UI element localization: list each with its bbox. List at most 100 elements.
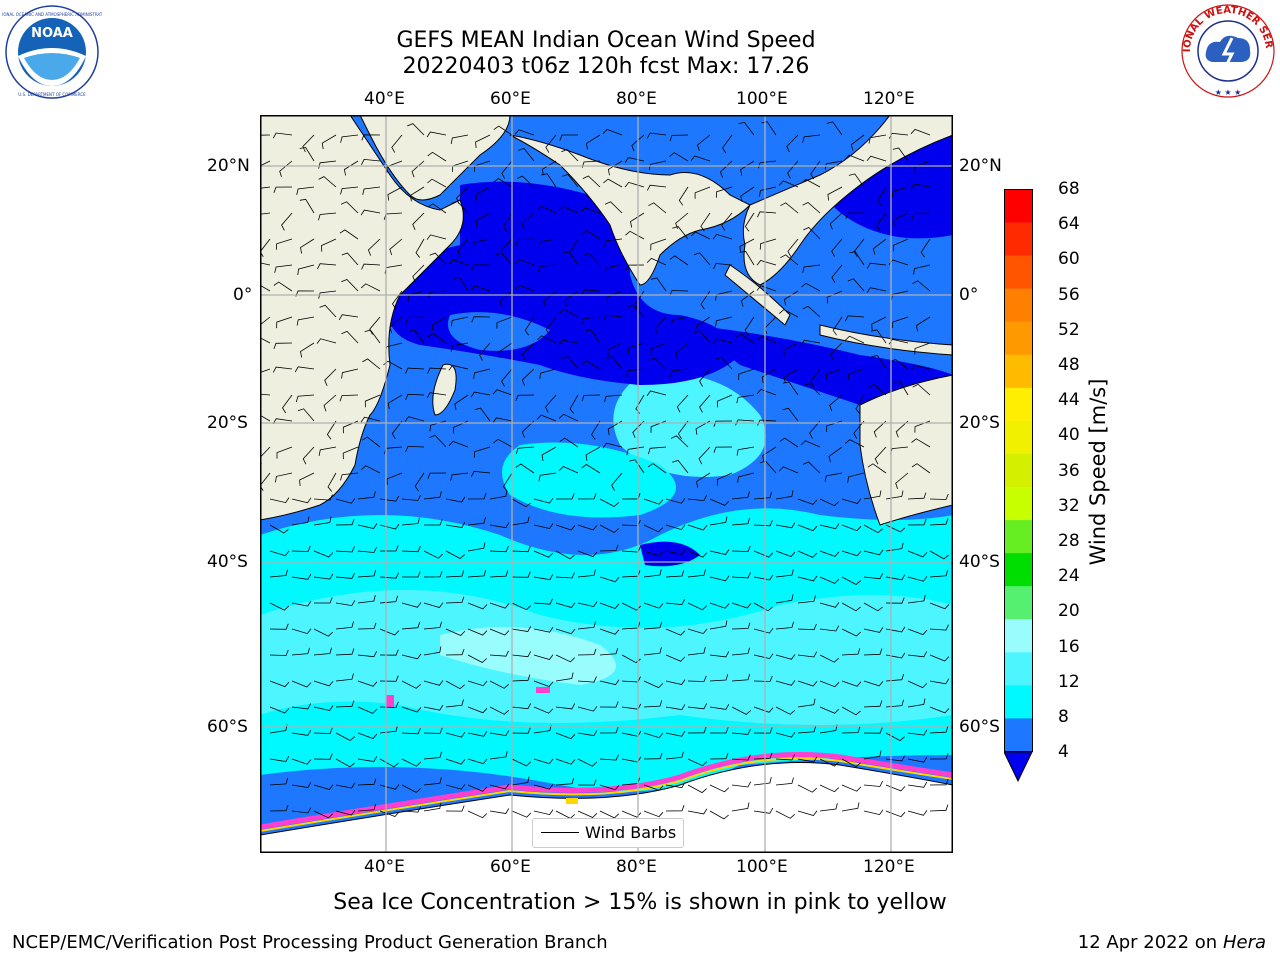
wind-barb: [360, 209, 381, 216]
wind-barb: [475, 212, 491, 227]
wind-barb: [929, 602, 950, 610]
wind-barb: [803, 227, 821, 240]
wind-barb: [910, 128, 931, 136]
wind-barb: [533, 498, 554, 504]
wind-barb: [555, 777, 575, 786]
wind-barb: [603, 178, 623, 188]
wind-barb: [555, 672, 574, 682]
wind-barb: [401, 784, 421, 793]
wind-barb: [643, 569, 662, 578]
wind-barb: [731, 781, 752, 788]
wind-barb: [669, 134, 689, 142]
wind-barb: [427, 290, 447, 298]
wind-barb: [260, 262, 271, 266]
wind-barb: [427, 151, 447, 162]
wind-barb: [665, 782, 686, 789]
wind-barb: [489, 650, 509, 657]
wind-barb: [489, 602, 510, 609]
wind-barb: [409, 186, 425, 202]
wind-barb: [687, 495, 707, 502]
wind-barb: [929, 518, 949, 526]
wind-barb: [321, 134, 337, 150]
wind-barb: [335, 518, 355, 526]
wind-barb: [929, 493, 949, 500]
wind-barb: [515, 394, 535, 402]
wind-barb: [665, 549, 686, 555]
wind-barb: [467, 784, 488, 792]
wind-barb: [604, 238, 623, 247]
colorbar-tick-label: 24: [1058, 566, 1080, 587]
colorbar-title: Wind Speed [m/s]: [1086, 378, 1110, 566]
wind-barb: [841, 524, 862, 532]
wind-barb: [555, 572, 575, 579]
wind-barb: [558, 413, 579, 422]
wind-barb: [649, 160, 667, 171]
wind-barb: [756, 388, 777, 396]
wind-barb: [489, 730, 510, 737]
wind-barb: [731, 706, 751, 715]
wind-barb: [511, 727, 531, 734]
wind-barb: [646, 390, 667, 397]
wind-barb: [753, 520, 773, 527]
wind-barb: [445, 628, 466, 636]
wind-barb: [341, 330, 359, 344]
wind-barb: [607, 342, 623, 357]
wind-barb: [472, 238, 491, 249]
wind-barb: [678, 186, 689, 206]
wind-barb: [533, 523, 554, 529]
colorbar-swatch: [1004, 189, 1033, 223]
wind-barb: [281, 212, 293, 231]
wind-barb: [467, 517, 486, 526]
wind-barb: [569, 394, 579, 414]
wind-barb: [429, 252, 447, 266]
wind-barb: [401, 706, 422, 713]
wind-barb: [401, 494, 421, 501]
wind-barb: [797, 651, 818, 658]
wind-barb: [599, 498, 619, 507]
wind-barb: [740, 290, 755, 307]
wind-barb: [665, 570, 685, 578]
wind-barb: [402, 571, 421, 578]
wind-barb: [357, 547, 377, 553]
wind-barb: [335, 572, 355, 579]
wind-barb: [731, 572, 751, 579]
wind-barb: [787, 160, 799, 179]
wind-barb: [756, 335, 777, 344]
wind-barb: [291, 758, 312, 765]
wind-barb: [275, 472, 293, 483]
wind-barb: [577, 524, 598, 531]
wind-barb: [841, 498, 862, 504]
wind-barb: [273, 186, 293, 193]
wind-barb: [361, 465, 381, 474]
wind-barb: [844, 154, 865, 162]
wind-barb: [819, 625, 840, 632]
wind-barb: [357, 651, 378, 658]
colorbar-swatch: [1004, 222, 1033, 256]
wind-barb: [391, 420, 403, 440]
wind-barb: [357, 491, 376, 500]
wind-barb: [709, 752, 729, 760]
wind-barb: [291, 703, 312, 710]
lon-tick-top-40e: 40°E: [364, 89, 405, 109]
wind-barb: [296, 316, 315, 326]
wind-barb: [327, 472, 337, 492]
wind-barb-legend-swatch: [541, 832, 579, 833]
wind-barb: [824, 160, 843, 170]
wind-barb: [672, 459, 689, 474]
wind-barb: [829, 394, 843, 412]
wind-barb: [269, 524, 289, 534]
wind-barb: [849, 251, 865, 266]
wind-barb: [313, 573, 334, 580]
wind-barb: [654, 316, 667, 335]
wind-barb: [580, 207, 601, 214]
wind-barb: [693, 252, 711, 266]
wind-barb: [524, 316, 535, 336]
wind-barb: [599, 544, 619, 552]
wind-barb: [577, 810, 598, 818]
wind-barb: [670, 435, 689, 448]
wind-barb: [521, 212, 535, 230]
wind-barb: [471, 316, 491, 323]
footer-credit: NCEP/EMC/Verification Post Processing Pr…: [12, 932, 608, 953]
wind-barb: [786, 134, 799, 153]
wind-barb: [802, 264, 821, 273]
